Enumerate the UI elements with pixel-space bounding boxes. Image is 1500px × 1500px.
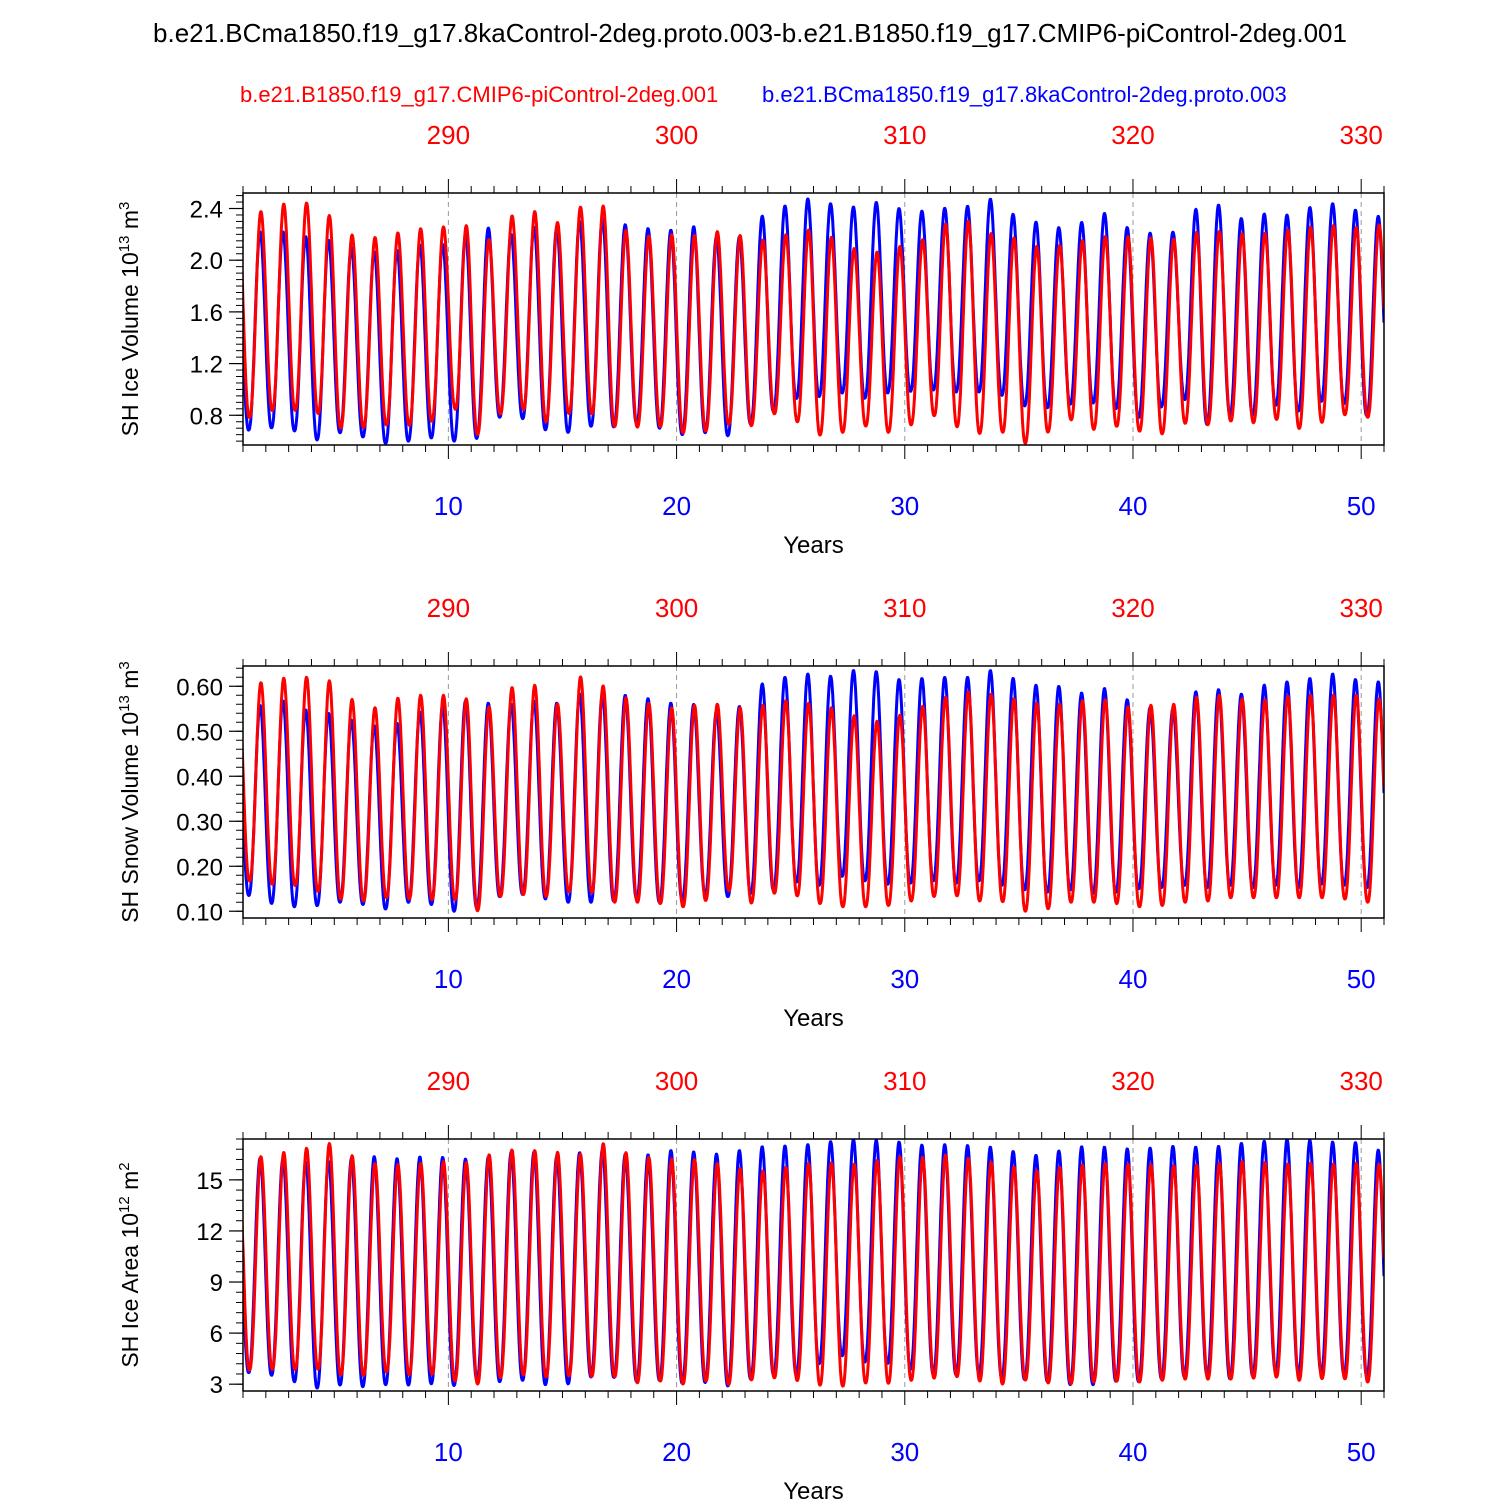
y-tick-label: 12 [196, 1219, 223, 1246]
y-tick-label: 9 [210, 1270, 223, 1297]
y-tick-label: 15 [196, 1168, 223, 1195]
y-tick-label: 0.60 [176, 674, 223, 701]
legend-blue-case: b.e21.BCma1850.f19_g17.8kaControl-2deg.p… [762, 82, 1287, 107]
y-tick-label: 1.6 [190, 300, 223, 327]
y-tick-label: 2.0 [190, 248, 223, 275]
y-tick-label: 0.30 [176, 809, 223, 836]
x-top-tick-label: 310 [883, 593, 926, 623]
x-tick-label: 40 [1119, 964, 1148, 994]
y-tick-label: 0.20 [176, 854, 223, 881]
x-top-tick-label: 300 [655, 593, 698, 623]
panel-3: 3 6 9 12 15 10 20 30 40 50 290 300 310 320 330 Years SH … [116, 1066, 1385, 1500]
x-top-tick-label: 330 [1339, 1066, 1382, 1096]
x-top-tick-label: 330 [1339, 120, 1382, 150]
x-top-tick-label: 290 [427, 120, 470, 150]
x-top-tick-label: 300 [655, 120, 698, 150]
x-tick-label: 40 [1119, 491, 1148, 521]
x-axis-label: Years [783, 1005, 844, 1032]
series-line-red [243, 675, 1384, 913]
x-tick-label: 30 [890, 964, 919, 994]
x-top-tick-label: 320 [1111, 120, 1154, 150]
y-axis-label: SH Ice Volume 1013 m3 [116, 202, 143, 437]
y-axis-label: SH Ice Area 1012 m2 [116, 1162, 143, 1367]
x-tick-label: 10 [434, 1437, 463, 1467]
x-tick-label: 40 [1119, 1437, 1148, 1467]
x-top-tick-label: 320 [1111, 593, 1154, 623]
y-tick-label: 2.4 [190, 197, 223, 224]
x-axis-label: Years [783, 532, 844, 559]
x-top-tick-label: 300 [655, 1066, 698, 1096]
x-tick-label: 50 [1347, 1437, 1376, 1467]
x-tick-label: 20 [662, 1437, 691, 1467]
series-line-red [243, 201, 1384, 445]
x-tick-label: 10 [434, 491, 463, 521]
panel-1: 0.8 1.2 1.6 2.0 2.4 10 20 30 40 50 290 300 310 320 330… [116, 120, 1385, 559]
x-top-tick-label: 290 [427, 593, 470, 623]
x-tick-label: 20 [662, 491, 691, 521]
y-tick-label: 0.10 [176, 899, 223, 926]
legend-red-case: b.e21.B1850.f19_g17.CMIP6-piControl-2deg… [240, 82, 719, 107]
panel-2: 0.10 0.20 0.30 0.40 0.50 0.60 10 20 30 40 50 290 300… [116, 593, 1385, 1032]
y-tick-label: 0.8 [190, 403, 223, 430]
page-title: b.e21.BCma1850.f19_g17.8kaControl-2deg.p… [153, 18, 1347, 48]
series-line-red [243, 1142, 1384, 1388]
y-axis-label: SH Snow Volume 1013 m3 [116, 661, 143, 923]
y-tick-label: 6 [210, 1321, 223, 1348]
x-tick-label: 10 [434, 964, 463, 994]
x-tick-label: 20 [662, 964, 691, 994]
y-tick-label: 0.40 [176, 764, 223, 791]
x-top-tick-label: 330 [1339, 593, 1382, 623]
y-tick-label: 0.50 [176, 719, 223, 746]
x-top-tick-label: 290 [427, 1066, 470, 1096]
x-top-tick-label: 320 [1111, 1066, 1154, 1096]
x-axis-label: Years [783, 1478, 844, 1500]
x-top-tick-label: 310 [883, 1066, 926, 1096]
y-tick-label: 1.2 [190, 352, 223, 379]
x-top-tick-label: 310 [883, 120, 926, 150]
x-tick-label: 50 [1347, 964, 1376, 994]
y-tick-label: 3 [210, 1372, 223, 1399]
x-tick-label: 50 [1347, 491, 1376, 521]
x-tick-label: 30 [890, 491, 919, 521]
x-tick-label: 30 [890, 1437, 919, 1467]
